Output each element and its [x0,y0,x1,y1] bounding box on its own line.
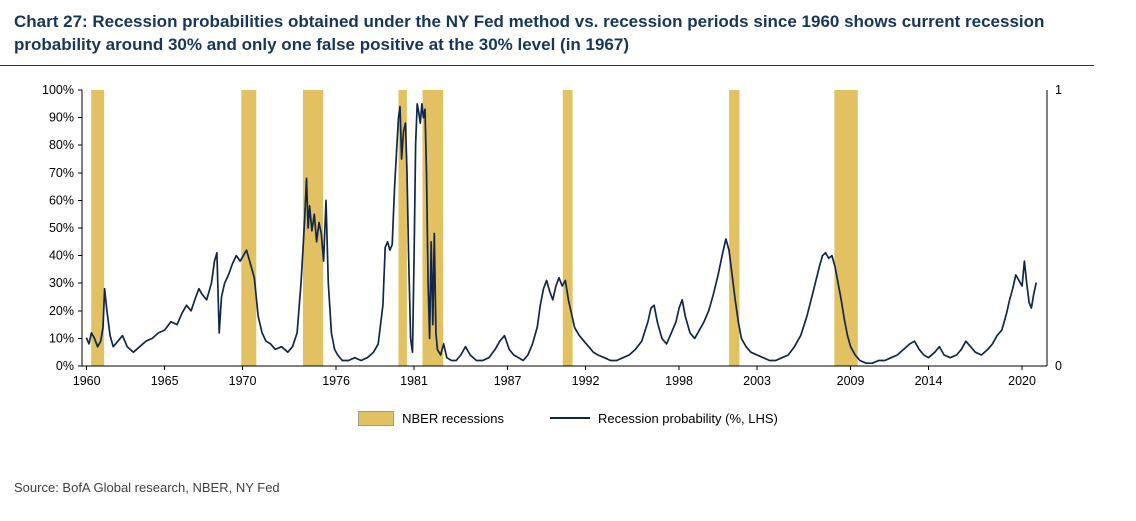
legend: NBER recessions Recession probability (%… [0,410,1136,426]
x-axis-label: 1992 [572,374,600,388]
y-axis-label: 20% [49,304,74,318]
recession-chart-svg: 0% 10% 20% 30% 40% 50% 60% 70% 80% 90% 100% 1 0 1960 1… [42,83,1062,388]
recession-band [91,89,105,366]
y-axis-label: 90% [49,111,74,125]
y-axis-label: 70% [49,166,74,180]
legend-item-nber: NBER recessions [358,410,504,426]
recession-band [398,89,407,366]
legend-label-probability: Recession probability (%, LHS) [597,410,778,426]
recession-band [729,89,740,366]
x-axis-label: 1970 [229,374,257,388]
x-axis-label: 2003 [743,374,771,388]
chart-header: Chart 27: Recession probabilities obtain… [0,0,1094,66]
x-axis-label: 1998 [665,374,693,388]
recession-band [562,89,573,366]
x-axis-label: 1981 [400,374,428,388]
y-axis-label: 50% [49,221,74,235]
y-axis-label: 0% [56,359,74,373]
x-axis-label: 1965 [151,374,179,388]
x-axis-label: 2020 [1008,374,1036,388]
x-axis-label: 1987 [494,374,522,388]
right-axis-bottom-label: 0 [1055,359,1062,373]
right-axis-top-label: 1 [1055,83,1062,97]
y-axis-label: 80% [49,138,74,152]
legend-label-nber: NBER recessions [402,410,504,426]
y-axis-label: 100% [42,83,74,97]
legend-item-probability: Recession probability (%, LHS) [549,410,778,426]
y-axis-label: 40% [49,249,74,263]
y-axis-label: 30% [49,276,74,290]
probability-line [85,102,1037,364]
source-note: Source: BofA Global research, NBER, NY F… [14,480,280,495]
x-axis-label: 2014 [915,374,943,388]
recession-band [241,89,257,366]
x-axis-label: 1960 [73,374,101,388]
nber-band-swatch [358,410,395,426]
probability-line-swatch [549,417,590,420]
chart-title: Chart 27: Recession probabilities obtain… [14,12,1045,55]
x-axis-label: 2009 [837,374,865,388]
chart-area: 0% 10% 20% 30% 40% 50% 60% 70% 80% 90% 100% 1 0 1960 1… [0,78,1136,401]
y-axis-label: 60% [49,193,74,207]
y-axis-label: 10% [49,331,74,345]
x-axis-label: 1976 [322,374,350,388]
